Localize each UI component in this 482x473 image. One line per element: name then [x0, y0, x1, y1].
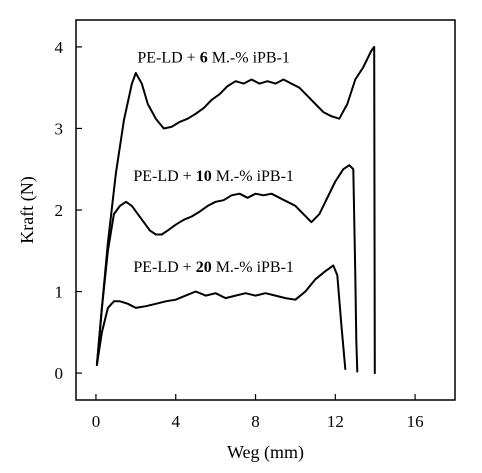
plot-frame — [75, 19, 456, 401]
annotations: PE-LD + 6 M.-% iPB-1 PE-LD + 10 M.-% iPB-… — [133, 50, 294, 277]
series-annotation-1: PE-LD + 6 M.-% iPB-1 — [137, 50, 290, 67]
series-annotation-2: PE-LD + 10 M.-% iPB-1 — [133, 168, 294, 185]
series-line-1 — [95, 45, 376, 375]
y-tick-label: 2 — [55, 201, 64, 220]
series-annotation-3: PE-LD + 20 M.-% iPB-1 — [133, 259, 294, 276]
series-line-3 — [95, 264, 347, 370]
y-axis-title: Kraft (N) — [17, 176, 38, 243]
x-axis-title: Weg (mm) — [227, 442, 304, 463]
y-tick-label: 3 — [55, 119, 64, 138]
x-tick-label: 16 — [407, 412, 424, 431]
y-tick-label: 4 — [55, 38, 64, 57]
curves — [95, 45, 376, 375]
y-tick-label: 1 — [55, 283, 64, 302]
x-tick-label: 12 — [327, 412, 344, 431]
series-line-2 — [95, 164, 359, 373]
x-tick-label: 4 — [171, 412, 180, 431]
x-tick-label: 8 — [251, 412, 260, 431]
y-tick-label: 0 — [55, 364, 64, 383]
x-tick-label: 0 — [92, 412, 101, 431]
